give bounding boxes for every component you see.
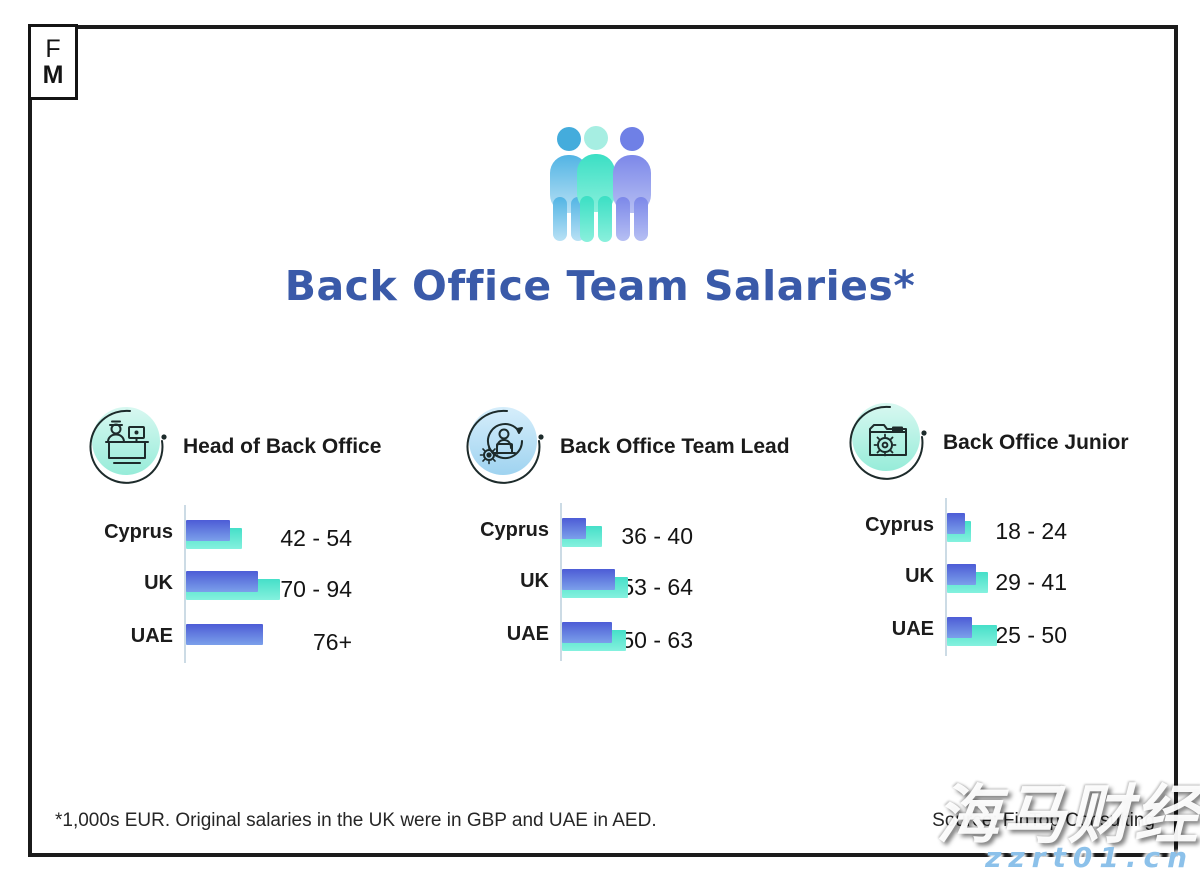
bar-min: [947, 513, 965, 534]
country-label: UAE: [891, 618, 934, 640]
chart-row: UAE 25 - 50: [841, 617, 1186, 649]
salary-range-label: 29 - 41: [995, 569, 1067, 595]
country-label: UK: [905, 565, 934, 587]
axis-line: [945, 498, 947, 656]
team-people-icon: [550, 126, 651, 242]
salary-range-label: 70 - 94: [280, 576, 352, 602]
bar-min: [947, 617, 972, 638]
watermark-chinese-text: 海马财经: [936, 779, 1200, 851]
person-teal: [577, 126, 615, 242]
bar-min: [186, 571, 258, 592]
watermark-url-text: zzrt01.cn: [985, 841, 1194, 874]
section-title: Back Office Team Lead: [560, 435, 790, 458]
salary-range-label: 50 - 63: [621, 627, 693, 653]
bar-min: [186, 520, 230, 541]
country-label: Cyprus: [865, 514, 934, 536]
country-label: Cyprus: [480, 519, 549, 541]
section-title: Head of Back Office: [183, 435, 382, 458]
footnote-text: *1,000s EUR. Original salaries in the UK…: [55, 810, 657, 831]
folder-gear-icon: [849, 403, 927, 480]
source-text: Source: FinTop Consulting: [932, 810, 1155, 831]
chart-row: UAE 76+: [80, 624, 425, 656]
fm-logo-letter-f: F: [45, 35, 61, 63]
bar-min: [186, 624, 263, 645]
salary-range-label: 42 - 54: [280, 525, 352, 551]
fm-logo: F M: [28, 24, 78, 100]
bar-min: [947, 564, 976, 585]
salary-range-label: 25 - 50: [995, 622, 1067, 648]
section-back-office-team-lead: Back Office Team Lead: [465, 403, 825, 493]
person-purple: [613, 127, 651, 241]
chart-row: Cyprus 36 - 40: [456, 518, 801, 550]
axis-line: [184, 505, 186, 663]
chart-row: Cyprus 42 - 54: [80, 520, 425, 552]
section-title: Back Office Junior: [943, 431, 1129, 454]
page-title: Back Office Team Salaries*: [284, 262, 916, 310]
chart-back-office-team-lead: Cyprus 36 - 40 UK 53 - 64 UAE 50 - 63: [456, 503, 801, 678]
section-back-office-junior: Back Office Junior: [848, 399, 1200, 489]
chart-back-office-junior: Cyprus 18 - 24 UK 29 - 41 UAE 25 - 50: [841, 498, 1186, 673]
salary-range-label: 76+: [312, 629, 352, 655]
fm-logo-letter-m: M: [42, 61, 64, 89]
bar-min: [562, 569, 615, 590]
bar-min: [562, 518, 586, 539]
country-label: UAE: [130, 625, 173, 647]
operator-at-desk-icon: [89, 407, 167, 484]
chart-row: UK 53 - 64: [456, 569, 801, 601]
salary-range-label: 18 - 24: [995, 518, 1067, 544]
person-process-arrows-icon: [466, 407, 544, 484]
country-label: UK: [144, 572, 173, 594]
country-label: UK: [520, 570, 549, 592]
chart-row: UK 70 - 94: [80, 571, 425, 603]
chart-row: Cyprus 18 - 24: [841, 513, 1186, 545]
chart-row: UAE 50 - 63: [456, 622, 801, 654]
chart-row: UK 29 - 41: [841, 564, 1186, 596]
chart-head-of-back-office: Cyprus 42 - 54 UK 70 - 94 UAE 76+: [80, 505, 425, 680]
salary-range-label: 36 - 40: [621, 523, 693, 549]
country-label: UAE: [506, 623, 549, 645]
bar-min: [562, 622, 612, 643]
country-label: Cyprus: [104, 521, 173, 543]
salary-range-label: 53 - 64: [621, 574, 693, 600]
section-head-of-back-office: Head of Back Office: [88, 403, 448, 493]
axis-line: [560, 503, 562, 661]
